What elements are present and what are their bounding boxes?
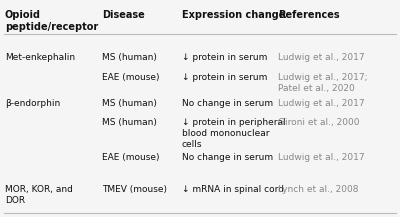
Text: ↓ protein in peripheral
blood mononuclear
cells: ↓ protein in peripheral blood mononuclea… — [182, 118, 286, 149]
Text: Gironi et al., 2000: Gironi et al., 2000 — [278, 118, 360, 127]
Text: No change in serum: No change in serum — [182, 99, 273, 108]
Text: Opioid
peptide/receptor: Opioid peptide/receptor — [5, 10, 98, 32]
Text: EAE (mouse): EAE (mouse) — [102, 153, 160, 162]
Text: MS (human): MS (human) — [102, 53, 157, 62]
Text: References: References — [278, 10, 340, 20]
Text: TMEV (mouse): TMEV (mouse) — [102, 185, 167, 194]
Text: MS (human): MS (human) — [102, 118, 157, 127]
Text: ↓ protein in serum: ↓ protein in serum — [182, 73, 267, 82]
Text: EAE (mouse): EAE (mouse) — [102, 73, 160, 82]
Text: Met-enkephalin: Met-enkephalin — [5, 53, 75, 62]
Text: ↓ protein in serum: ↓ protein in serum — [182, 53, 267, 62]
Text: MOR, KOR, and
DOR: MOR, KOR, and DOR — [5, 185, 73, 205]
Text: Lynch et al., 2008: Lynch et al., 2008 — [278, 185, 358, 194]
Text: Ludwig et al., 2017: Ludwig et al., 2017 — [278, 153, 365, 162]
Text: ↓ mRNA in spinal cord: ↓ mRNA in spinal cord — [182, 185, 284, 194]
Text: No change in serum: No change in serum — [182, 153, 273, 162]
Text: Expression change: Expression change — [182, 10, 285, 20]
Text: Ludwig et al., 2017: Ludwig et al., 2017 — [278, 99, 365, 108]
Text: MS (human): MS (human) — [102, 99, 157, 108]
Text: β-endorphin: β-endorphin — [5, 99, 60, 108]
Text: Ludwig et al., 2017: Ludwig et al., 2017 — [278, 53, 365, 62]
Text: Ludwig et al., 2017;
Patel et al., 2020: Ludwig et al., 2017; Patel et al., 2020 — [278, 73, 368, 93]
Text: Disease: Disease — [102, 10, 145, 20]
